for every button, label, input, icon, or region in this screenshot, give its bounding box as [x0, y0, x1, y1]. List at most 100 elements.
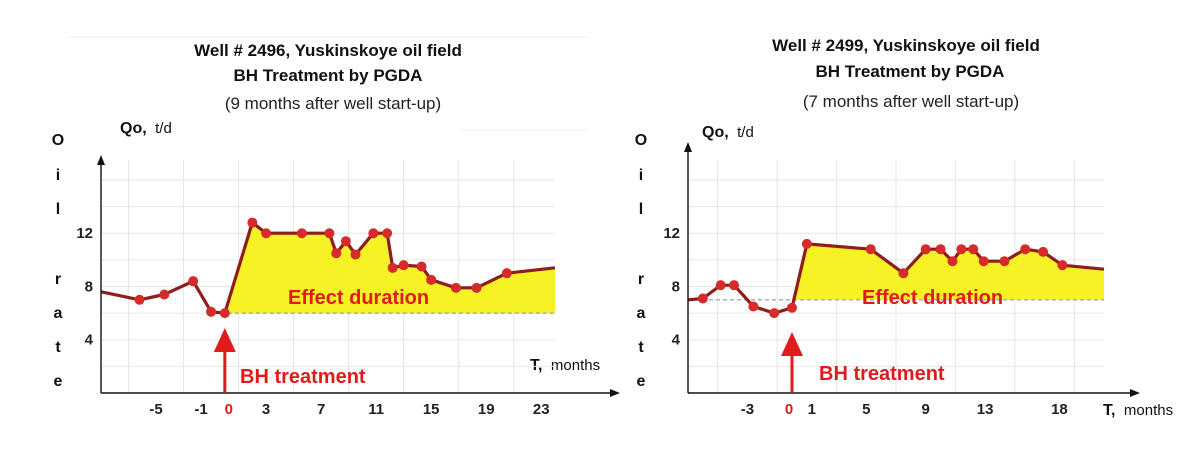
vertical-label-letter: r: [638, 271, 644, 288]
x-axis-label: T, months: [530, 357, 600, 374]
vertical-label-letter: e: [637, 373, 646, 390]
data-point: [748, 301, 759, 312]
chart-subtitle: BH Treatment by PGDA: [234, 66, 423, 85]
data-point: [956, 244, 967, 255]
x-tick-labels: -3 0 1 5 9 13 18: [741, 401, 1068, 418]
y-tick-label: 8: [672, 278, 680, 295]
data-point: [340, 236, 351, 247]
vertical-label-letter: t: [638, 339, 644, 356]
data-point: [398, 260, 409, 271]
y-tick-label: 12: [76, 225, 93, 242]
data-markers: [134, 217, 512, 319]
y-axis-label: Qo, t/d: [120, 120, 172, 137]
y-axis-arrow: [97, 155, 105, 165]
data-point: [219, 308, 230, 319]
data-point: [1057, 260, 1068, 271]
x-tick-label: 0: [785, 401, 793, 418]
data-point: [898, 268, 909, 279]
x-tick-label: 19: [478, 401, 495, 418]
x-tick-label: 0: [225, 401, 233, 418]
data-point: [416, 261, 427, 272]
x-tick-label: 9: [922, 401, 930, 418]
treatment-label: BH treatment: [819, 363, 945, 385]
x-tick-label: 1: [808, 401, 816, 418]
data-point: [324, 228, 335, 239]
x-tick-labels: -5 -1 0 3 7 11 15 19 23: [149, 401, 549, 418]
treatment-arrow: [781, 332, 803, 392]
x-axis-arrow: [1130, 389, 1140, 397]
vertical-label-letter: a: [54, 305, 63, 322]
effect-area: [792, 243, 1104, 300]
treatment-arrow: [213, 328, 236, 392]
x-tick-label: 7: [317, 401, 325, 418]
data-point: [935, 244, 946, 255]
y-tick-label: 4: [85, 332, 94, 349]
data-point: [920, 244, 931, 255]
vertical-label-letter: a: [637, 305, 646, 322]
data-point: [206, 306, 217, 317]
data-point: [450, 282, 461, 293]
y-tick-labels: 4 8 12: [76, 225, 93, 349]
y-tick-label: 4: [672, 332, 681, 349]
data-point: [769, 308, 780, 319]
vertical-label-letter: l: [56, 201, 60, 218]
vertical-label-letter: O: [52, 132, 64, 149]
treatment-arrow-head: [781, 332, 803, 356]
data-point: [697, 293, 708, 304]
data-point: [331, 248, 342, 259]
data-point: [426, 274, 437, 285]
data-point: [350, 249, 361, 260]
x-tick-label: 11: [368, 401, 384, 418]
x-tick-label: 23: [533, 401, 550, 418]
vertical-label-letter: i: [639, 167, 643, 184]
x-tick-label: -1: [194, 401, 207, 418]
vertical-label-letter: l: [639, 201, 643, 218]
data-point: [865, 244, 876, 255]
x-tick-label: 13: [977, 401, 994, 418]
data-point: [947, 256, 958, 267]
data-point: [729, 280, 740, 291]
data-point: [134, 294, 145, 305]
chart-subtitle: BH Treatment by PGDA: [816, 62, 1005, 81]
grid: [688, 160, 1104, 393]
data-point: [787, 302, 797, 313]
vertical-label-letter: e: [54, 373, 63, 390]
chart-well-2499: Well # 2499, Yuskinskoye oil field BH Tr…: [635, 36, 1173, 419]
x-tick-label: 15: [423, 401, 440, 418]
treatment-arrow-head: [213, 328, 236, 352]
vertical-label-letter: r: [55, 271, 61, 288]
chart-title: Well # 2499, Yuskinskoye oil field: [772, 36, 1040, 55]
y-tick-label: 12: [663, 225, 680, 242]
data-markers: [697, 238, 1068, 319]
vertical-label-letter: i: [56, 167, 60, 184]
treatment-label: BH treatment: [240, 366, 366, 388]
data-point: [978, 256, 989, 267]
data-point: [296, 228, 307, 239]
chart-well-2496: Well # 2496, Yuskinskoye oil field BH Tr…: [52, 36, 620, 418]
y-axis-arrow: [684, 142, 692, 152]
x-tick-label: 3: [262, 401, 270, 418]
chart-note: (9 months after well start-up): [225, 94, 441, 113]
x-axis-arrow: [610, 389, 620, 397]
data-point: [999, 256, 1010, 267]
x-tick-label: -3: [741, 401, 754, 418]
chart-title: Well # 2496, Yuskinskoye oil field: [194, 41, 462, 60]
data-point: [501, 268, 512, 279]
data-point: [188, 276, 199, 287]
y-axis-label: Qo, t/d: [702, 124, 754, 141]
x-tick-label: -5: [149, 401, 162, 418]
y-tick-label: 8: [85, 278, 93, 295]
data-point: [387, 262, 398, 273]
data-point: [1038, 246, 1049, 257]
data-point: [159, 289, 170, 300]
data-point: [968, 244, 979, 255]
x-tick-label: 18: [1051, 401, 1068, 418]
data-point: [715, 280, 726, 291]
data-point: [471, 282, 482, 293]
data-point: [1020, 244, 1031, 255]
effect-duration-label: Effect duration: [862, 287, 1003, 309]
x-axis-label: T, months: [1103, 402, 1173, 419]
